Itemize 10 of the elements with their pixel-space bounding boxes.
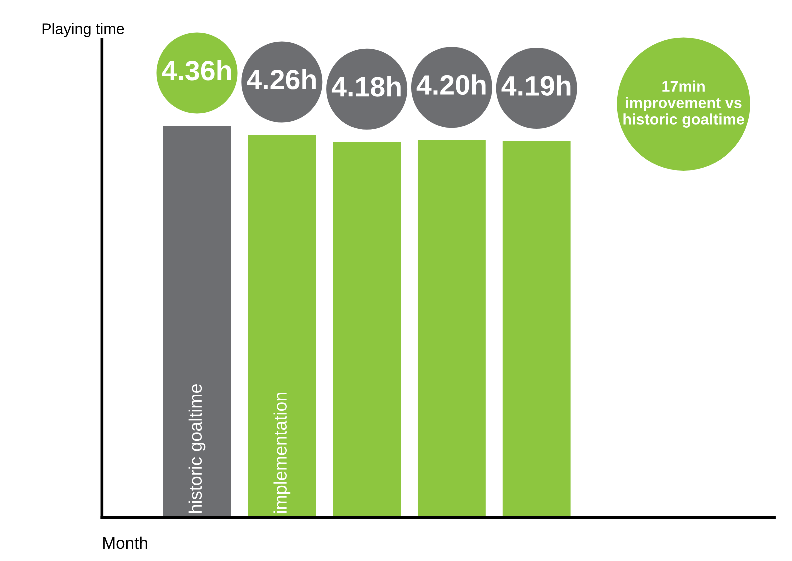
data-label: 4.18h	[332, 76, 401, 97]
data-label: 4.20h	[416, 74, 486, 96]
data-label: 4.19h	[502, 76, 571, 96]
annotation: implementation	[274, 392, 291, 513]
annotation: historic goaltime	[188, 384, 206, 513]
data-label: 4.26h	[247, 69, 316, 90]
text: 17min improvement vs historic goaltime	[624, 80, 744, 128]
x-axis-title: Month	[104, 536, 148, 550]
data-label: 4.36h	[162, 60, 232, 81]
text: Playing time	[42, 23, 124, 38]
